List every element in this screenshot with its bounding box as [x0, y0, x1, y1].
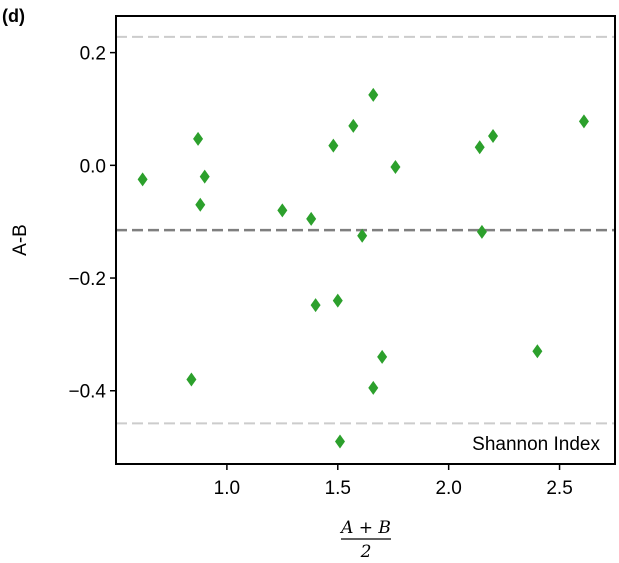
data-point-diamond	[334, 434, 345, 449]
data-point-diamond	[532, 344, 543, 359]
data-point-diamond	[390, 160, 401, 175]
annotation-label: Shannon Index	[472, 434, 600, 455]
data-point-diamond	[578, 114, 589, 129]
data-point-diamond	[332, 293, 343, 308]
y-tick-label: −0.4	[68, 382, 106, 403]
x-tick-label: 2.5	[546, 478, 572, 499]
data-point-diamond	[328, 138, 339, 153]
plot-area-frame	[115, 15, 616, 465]
x-axis-ticks: 1.0 1.5 2.0 2.5	[214, 464, 573, 499]
y-tick-label: −0.2	[68, 269, 106, 290]
x-tick-label: 2.0	[435, 478, 461, 499]
y-tick-label: 0.2	[80, 44, 106, 65]
x-axis-label-denominator: 2	[360, 542, 372, 562]
data-point-diamond	[476, 224, 487, 239]
data-point-diamond	[277, 203, 288, 218]
data-point-diamond	[368, 87, 379, 102]
data-point-diamond	[193, 131, 204, 146]
data-point-diamond	[195, 197, 206, 212]
data-points	[137, 87, 589, 449]
data-point-diamond	[474, 140, 485, 155]
x-axis-label-numerator: A + B	[339, 518, 391, 538]
data-point-diamond	[137, 172, 148, 187]
x-tick-label: 1.5	[325, 478, 351, 499]
y-axis-label: A-B	[10, 224, 31, 256]
data-point-diamond	[310, 298, 321, 313]
data-point-diamond	[348, 118, 359, 133]
data-point-diamond	[488, 129, 499, 144]
y-axis-ticks: 0.2 0.0 −0.2 −0.4	[68, 44, 116, 403]
reference-lines	[116, 35, 615, 425]
data-point-diamond	[199, 169, 210, 184]
x-axis-label: A + B 2	[339, 518, 391, 562]
data-point-diamond	[377, 349, 388, 364]
x-tick-label: 1.0	[214, 478, 240, 499]
y-tick-label: 0.0	[80, 156, 106, 177]
data-point-diamond	[357, 228, 368, 243]
data-point-diamond	[186, 372, 197, 387]
panel-label: (d)	[2, 6, 25, 26]
data-point-diamond	[368, 380, 379, 395]
data-point-diamond	[306, 211, 317, 226]
